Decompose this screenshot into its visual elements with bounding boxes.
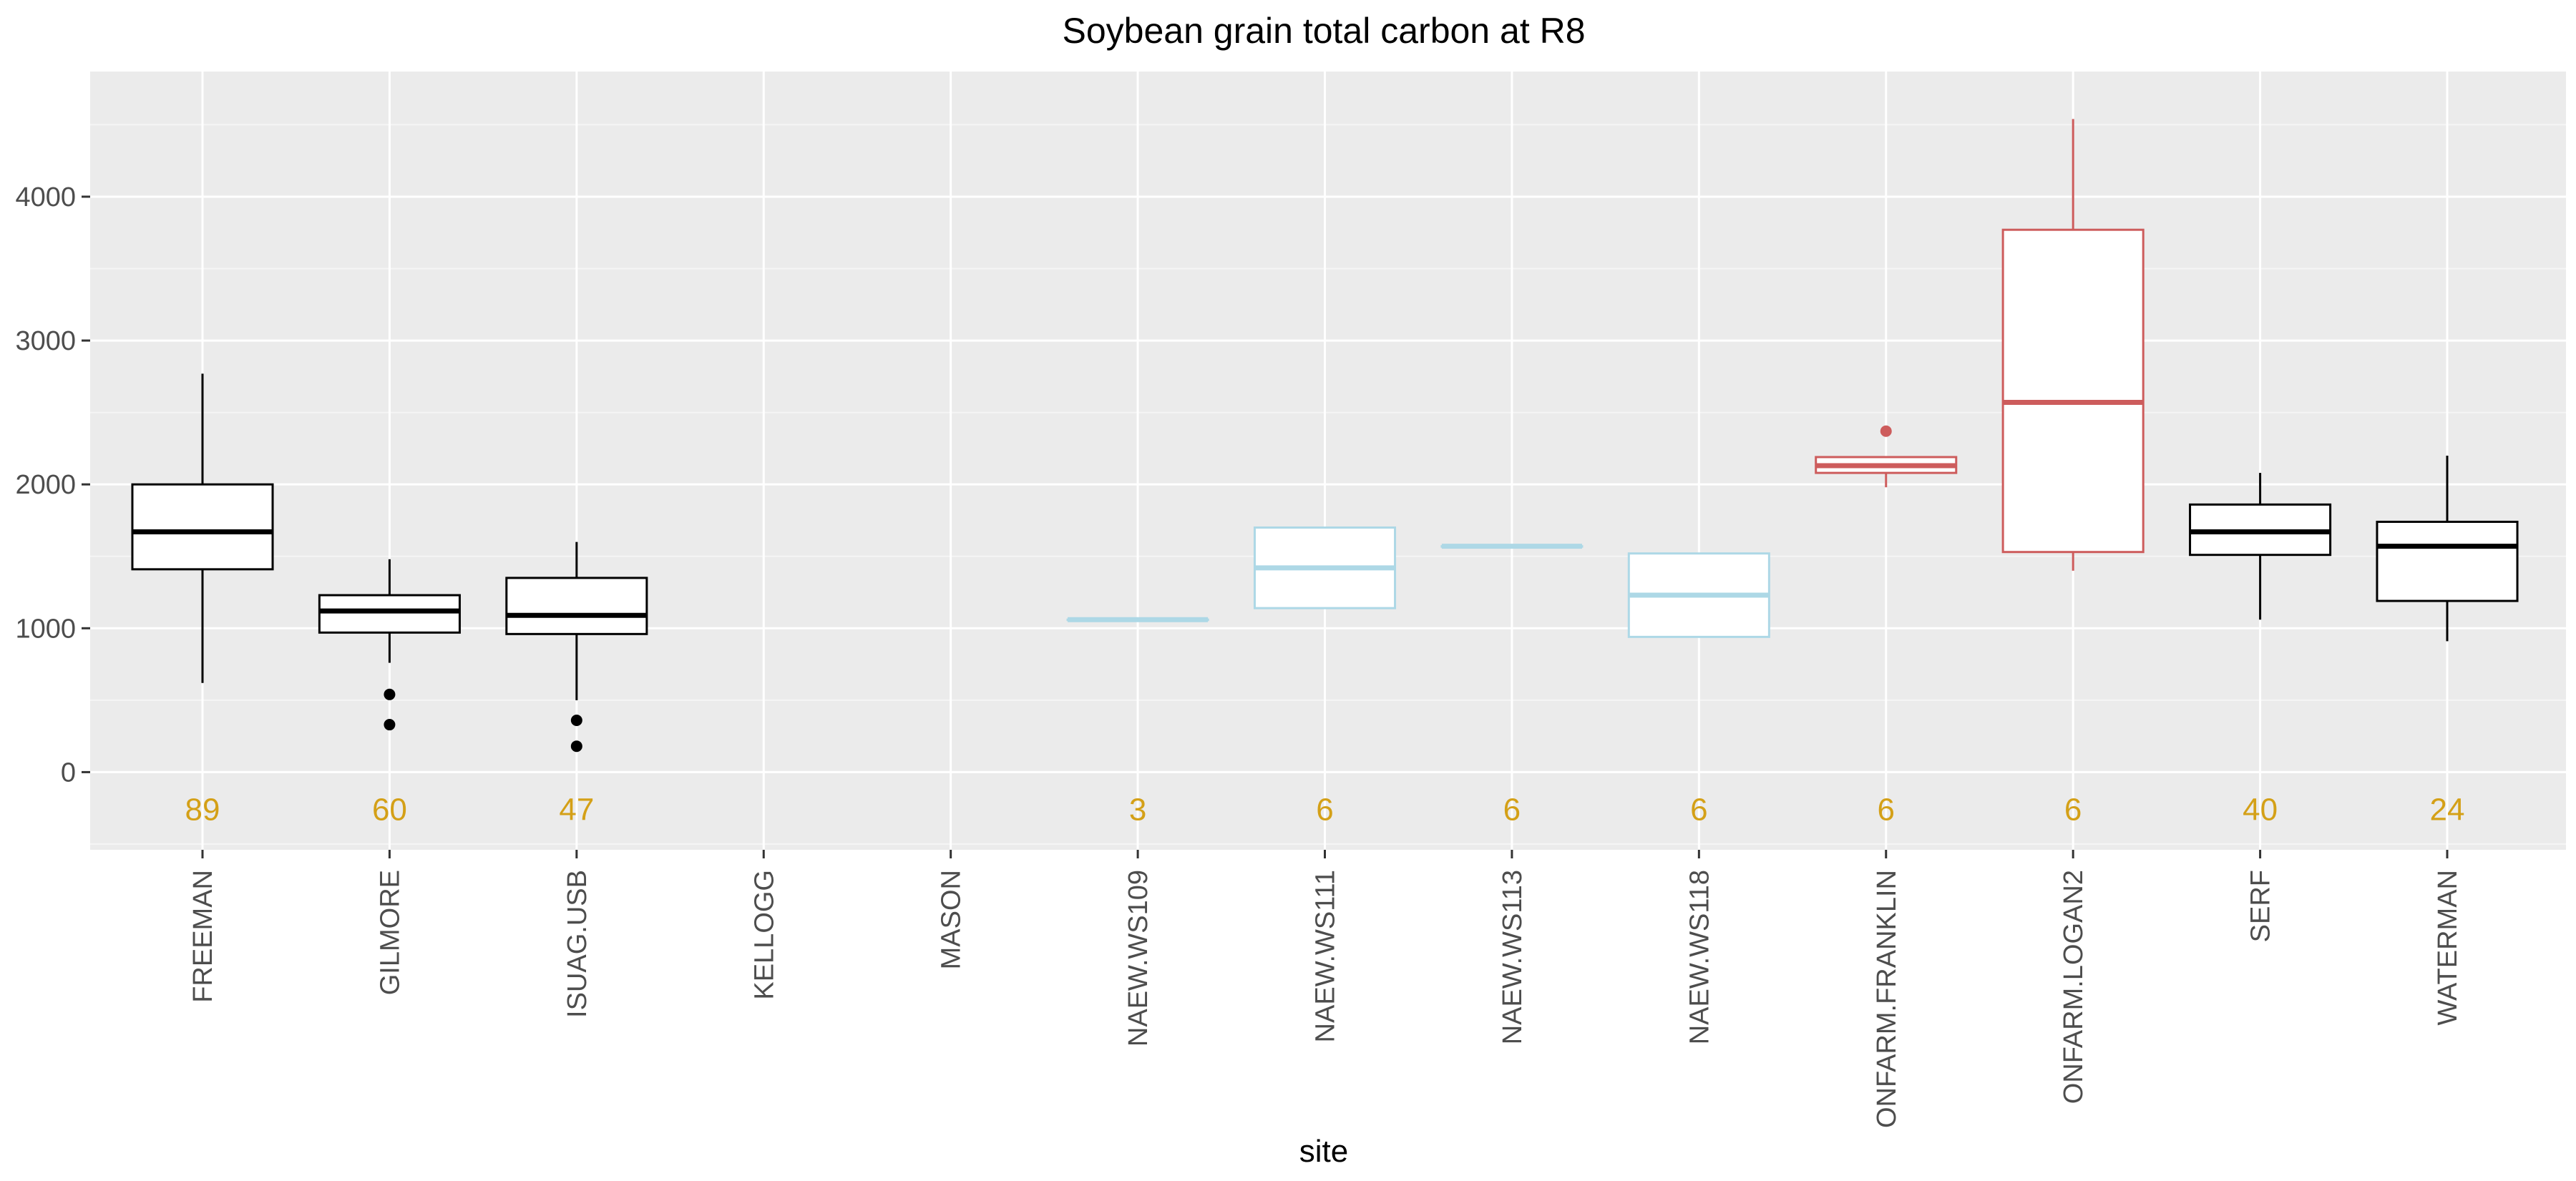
box-serf — [2189, 473, 2332, 620]
box-isuag-usb — [505, 542, 648, 753]
box-iqr — [2376, 520, 2519, 602]
outlier-point — [570, 715, 582, 727]
box-iqr — [318, 594, 461, 634]
box-naew-ws111 — [1253, 526, 1397, 609]
outlier-point — [1880, 425, 1892, 437]
count-label: 40 — [2243, 793, 2278, 828]
x-tick-label: ONFARM.FRANKLIN — [1872, 870, 1902, 1128]
chart-title: Soybean grain total carbon at R8 — [1062, 11, 1585, 51]
count-label: 6 — [1316, 793, 1333, 828]
count-label: 6 — [1878, 793, 1895, 828]
y-tick-label: 4000 — [15, 182, 76, 212]
x-tick-label: MASON — [937, 870, 967, 969]
plot-panel — [90, 72, 2566, 850]
count-label: 47 — [559, 793, 594, 828]
x-tick-label: ONFARM.LOGAN2 — [2059, 870, 2089, 1104]
box-gilmore — [318, 559, 461, 731]
x-tick-label: NAEW.WS109 — [1123, 870, 1153, 1047]
box-waterman — [2376, 455, 2519, 642]
x-tick-label: NAEW.WS118 — [1684, 870, 1714, 1044]
box-onfarm-franklin — [1815, 425, 1958, 488]
x-tick-label: NAEW.WS111 — [1311, 870, 1341, 1042]
count-label: 24 — [2430, 793, 2465, 828]
box-naew-ws109 — [1066, 617, 1209, 622]
y-tick-label: 1000 — [15, 614, 76, 644]
x-tick-label: WATERMAN — [2433, 870, 2463, 1025]
x-tick-label: SERF — [2246, 870, 2276, 942]
x-axis: FREEMAN GILMORE ISUAG.USB KELLOGG MASON NAEW.… — [188, 850, 2463, 1128]
count-label: 6 — [2064, 793, 2082, 828]
x-tick-label: FREEMAN — [188, 870, 218, 1003]
outlier-point — [570, 740, 582, 753]
y-tick-label: 2000 — [15, 470, 76, 500]
box-naew-ws118 — [1627, 552, 1770, 638]
count-label: 3 — [1129, 793, 1146, 828]
count-label: 6 — [1690, 793, 1707, 828]
box-iqr — [505, 577, 648, 635]
box-iqr — [131, 483, 274, 571]
outlier-point — [384, 719, 396, 731]
box-iqr — [2001, 228, 2145, 554]
count-label: 6 — [1503, 793, 1521, 828]
y-tick-label: 3000 — [15, 326, 76, 356]
count-label: 89 — [185, 793, 220, 828]
x-axis-title: site — [1299, 1134, 1348, 1169]
x-tick-label: ISUAG.USB — [562, 870, 592, 1018]
y-tick-label: 0 — [61, 758, 76, 788]
box-plots — [131, 119, 2519, 753]
count-labels: 89 60 47 3 6 6 6 6 6 40 24 — [185, 793, 2465, 828]
x-tick-label: GILMORE — [375, 870, 405, 995]
box-freeman — [131, 373, 274, 683]
count-label: 60 — [372, 793, 407, 828]
y-axis: 0 1000 2000 3000 4000 — [15, 182, 90, 788]
x-tick-label: NAEW.WS113 — [1498, 870, 1528, 1044]
x-tick-label: KELLOGG — [749, 870, 779, 1000]
outlier-point — [384, 688, 396, 700]
box-onfarm-logan2 — [2001, 119, 2145, 571]
